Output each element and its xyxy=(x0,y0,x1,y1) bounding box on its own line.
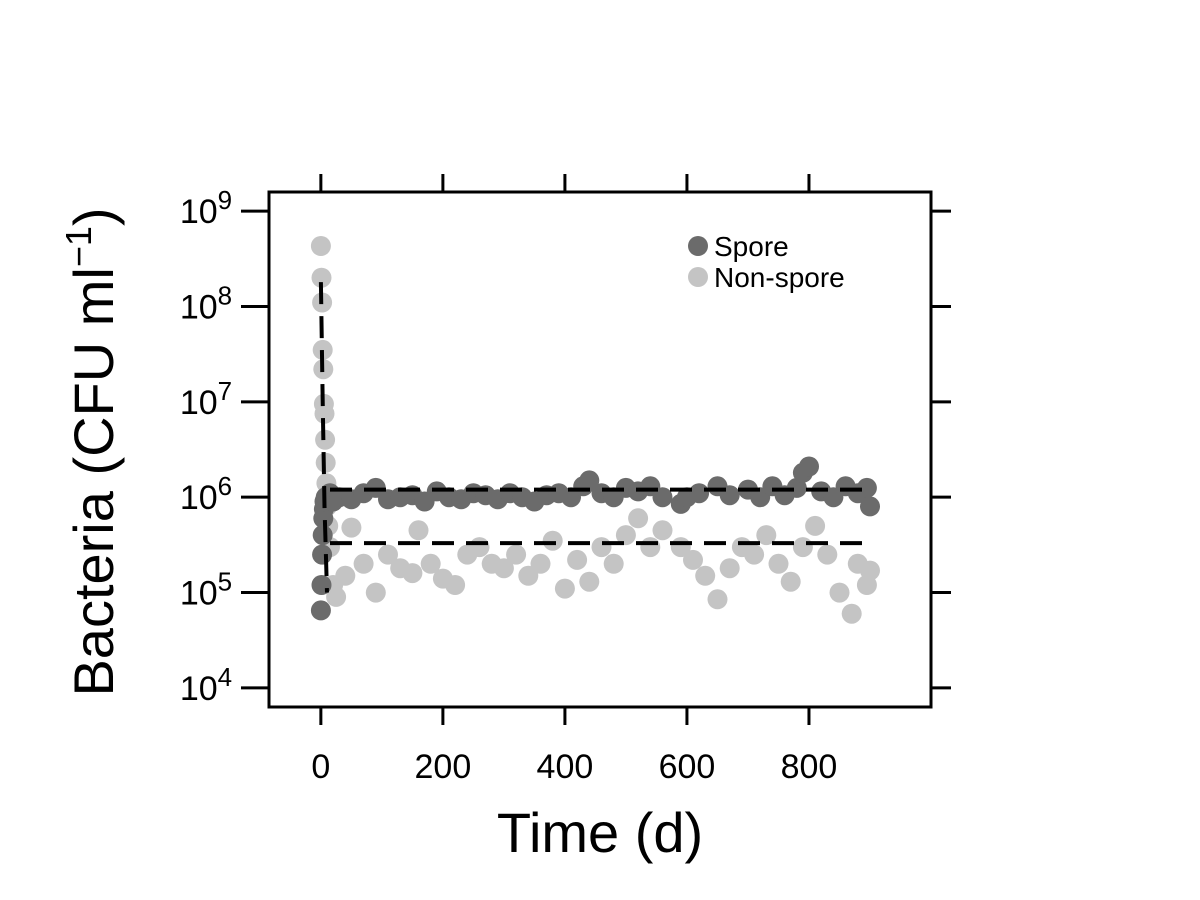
data-point-non-spore-6 xyxy=(314,403,335,424)
x-tick-label-800: 800 xyxy=(781,748,838,786)
data-point-non-spore-31 xyxy=(518,565,539,586)
y-tick-label-7: 107 xyxy=(180,376,232,422)
data-point-non-spore-14 xyxy=(326,586,347,607)
data-point-non-spore-15 xyxy=(335,565,356,586)
x-tick-label-400: 400 xyxy=(537,748,594,786)
data-point-non-spore-45 xyxy=(695,565,716,586)
data-point-non-spore-41 xyxy=(640,537,661,558)
data-point-non-spore-0 xyxy=(310,236,331,256)
data-point-non-spore-17 xyxy=(353,553,374,574)
data-point-non-spore-38 xyxy=(603,553,624,574)
data-point-non-spore-46 xyxy=(707,589,728,610)
fit-line-0 xyxy=(318,282,329,593)
data-point-non-spore-42 xyxy=(652,520,673,541)
data-point-non-spore-40 xyxy=(628,508,649,529)
data-point-non-spore-47 xyxy=(719,558,740,579)
data-point-non-spore-22 xyxy=(408,520,429,541)
data-point-non-spore-37 xyxy=(591,537,612,558)
data-point-spore-41 xyxy=(689,483,710,504)
data-point-spore-56 xyxy=(860,496,880,517)
data-point-spore-50 xyxy=(799,456,819,477)
data-point-non-spore-32 xyxy=(530,553,551,574)
legend-marker-spore xyxy=(688,236,708,256)
data-point-non-spore-27 xyxy=(469,537,490,558)
data-point-non-spore-3 xyxy=(312,339,333,360)
data-point-non-spore-52 xyxy=(780,571,801,592)
plot-area xyxy=(310,236,880,624)
data-point-non-spore-36 xyxy=(579,571,600,592)
legend: Spore Non-spore xyxy=(688,231,845,293)
data-point-non-spore-19 xyxy=(378,544,398,565)
legend-label-spore: Spore xyxy=(714,231,789,262)
y-axis-title: Bacteria (CFU ml−1) xyxy=(58,207,125,696)
data-point-non-spore-55 xyxy=(817,544,838,565)
data-point-non-spore-49 xyxy=(744,544,765,565)
data-point-non-spore-57 xyxy=(841,603,862,624)
legend-marker-non-spore xyxy=(688,267,708,287)
data-point-spore-38 xyxy=(652,487,673,508)
data-point-spore-48 xyxy=(786,477,807,498)
data-point-non-spore-21 xyxy=(402,563,423,584)
x-tick-label-600: 600 xyxy=(659,748,716,786)
plot-frame xyxy=(267,190,933,709)
data-point-non-spore-35 xyxy=(567,549,588,570)
y-tick-label-4: 104 xyxy=(180,662,232,708)
data-point-spore-0 xyxy=(310,600,331,621)
data-point-spore-2 xyxy=(312,544,333,565)
data-point-non-spore-29 xyxy=(493,558,514,579)
data-point-non-spore-54 xyxy=(805,515,826,536)
data-point-non-spore-51 xyxy=(768,553,789,574)
data-point-non-spore-39 xyxy=(615,525,636,546)
data-point-non-spore-60 xyxy=(860,560,880,581)
data-point-non-spore-44 xyxy=(683,549,703,570)
y-tick-label-5: 105 xyxy=(180,567,232,613)
data-point-non-spore-1 xyxy=(311,267,332,288)
data-point-non-spore-18 xyxy=(365,582,386,603)
y-tick-label-9: 109 xyxy=(180,185,232,231)
legend-label-non-spore: Non-spore xyxy=(714,262,845,293)
axes: 0 200 400 600 800 104 105 106 107 108 109 xyxy=(180,174,951,786)
x-tick-label-200: 200 xyxy=(415,748,472,786)
data-point-non-spore-50 xyxy=(756,525,777,546)
x-axis-title: Time (d) xyxy=(497,801,703,864)
data-point-non-spore-33 xyxy=(542,530,563,551)
y-tick-label-6: 106 xyxy=(180,471,232,517)
data-point-non-spore-25 xyxy=(445,575,466,595)
data-point-non-spore-16 xyxy=(341,517,362,538)
data-point-spore-3 xyxy=(312,525,333,546)
x-tick-label-0: 0 xyxy=(311,748,330,786)
y-tick-label-8: 108 xyxy=(180,280,232,326)
data-point-non-spore-53 xyxy=(792,537,813,558)
data-point-spore-32 xyxy=(579,470,600,491)
data-point-non-spore-34 xyxy=(554,578,575,599)
data-point-non-spore-23 xyxy=(420,553,441,574)
data-point-spore-55 xyxy=(856,477,877,498)
data-point-non-spore-30 xyxy=(506,544,527,565)
data-point-non-spore-56 xyxy=(829,582,850,603)
